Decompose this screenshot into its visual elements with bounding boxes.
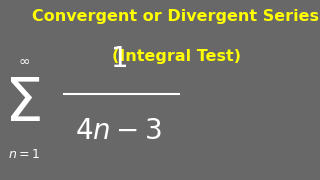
- Text: $\Sigma$: $\Sigma$: [4, 75, 41, 134]
- Text: $1$: $1$: [110, 45, 127, 73]
- Text: (Integral Test): (Integral Test): [111, 49, 241, 64]
- Text: $n=1$: $n=1$: [8, 148, 40, 161]
- Text: $4n-3$: $4n-3$: [75, 117, 162, 145]
- Text: $\infty$: $\infty$: [18, 54, 30, 68]
- Text: Convergent or Divergent Series: Convergent or Divergent Series: [33, 9, 319, 24]
